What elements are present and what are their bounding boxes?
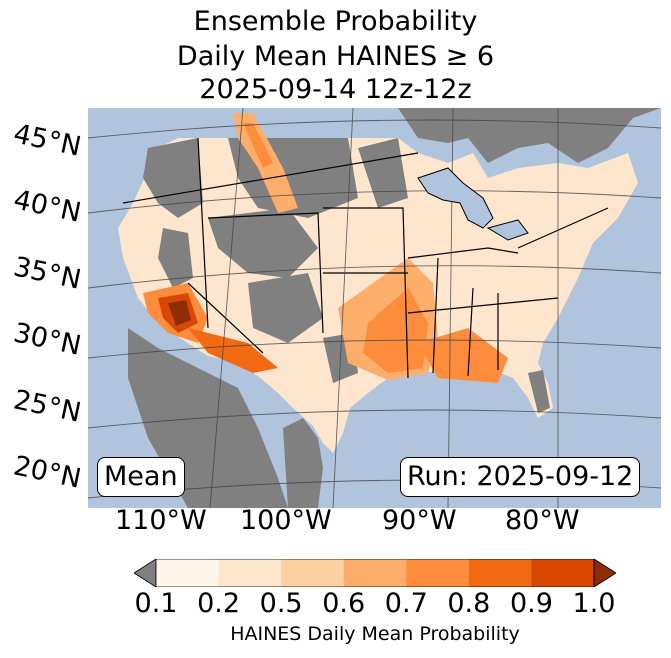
title-line-1: Ensemble Probability [193,6,478,37]
colorbar-cell [343,559,407,587]
lon-label-100: 100°W [240,505,332,536]
lat-label-25: 25°N [10,384,84,429]
prob-area-southeast [418,328,508,383]
lat-label-40: 40°N [10,184,84,229]
prob-area-midsouth-core [363,288,428,373]
colorbar-label: HAINES Daily Mean Probability [230,623,520,645]
colorbar-tick-label: 0.9 [509,588,553,619]
title-line-3: 2025-09-14 12z-12z [199,74,472,105]
gray-patch-dakotas [358,138,408,208]
great-lakes [417,167,529,241]
lat-label-45: 45°N [10,118,84,163]
title-line-2: Daily Mean HAINES ≥ 6 [176,41,495,72]
gray-patch-colorado [248,273,323,343]
prob-area-southwest-peak [168,300,191,326]
prob-area-idaho-core [243,123,273,168]
colorbar-tick-label: 0.7 [384,588,428,619]
colorbar-cell [218,559,282,587]
gray-patch-florida [528,370,550,413]
mexico-gulf-coast [283,418,323,508]
gray-patch-northwest [143,138,203,218]
run-label-box: Run: 2025-09-12 [400,457,641,497]
colorbar-outline [155,559,595,587]
colorbar-tick-label: 0.2 [197,588,241,619]
colorbar [134,559,616,587]
lon-label-90: 90°W [382,505,457,536]
colorbar-tick-label: 1.0 [572,588,616,619]
colorbar-cell [406,559,470,587]
gray-patch-wyoming [208,208,318,278]
colorbar-tick-label: 0.8 [447,588,491,619]
colorbar-cell [156,559,220,587]
gray-patch-nevada [158,228,193,288]
canada-land [88,108,661,163]
colorbar-tick-label: 0.1 [134,588,178,619]
colorbar-cells [156,559,595,587]
probability-map [88,108,661,508]
colorbar-over-arrow [593,559,616,587]
lon-label-110: 110°W [115,505,207,536]
prob-area-arizona-nm [188,328,278,373]
colorbar-tick-label: 0.6 [322,588,366,619]
colorbar-cell [281,559,345,587]
lon-label-80: 80°W [505,505,580,536]
colorbar-under-arrow [134,559,157,587]
lat-label-20: 20°N [10,450,84,495]
colorbar-cell [531,559,595,587]
colorbar-tick-label: 0.5 [259,588,303,619]
colorbar-cell [468,559,532,587]
lat-label-35: 35°N [10,251,84,296]
mean-label-box: Mean [97,457,185,497]
lat-label-30: 30°N [10,317,84,362]
